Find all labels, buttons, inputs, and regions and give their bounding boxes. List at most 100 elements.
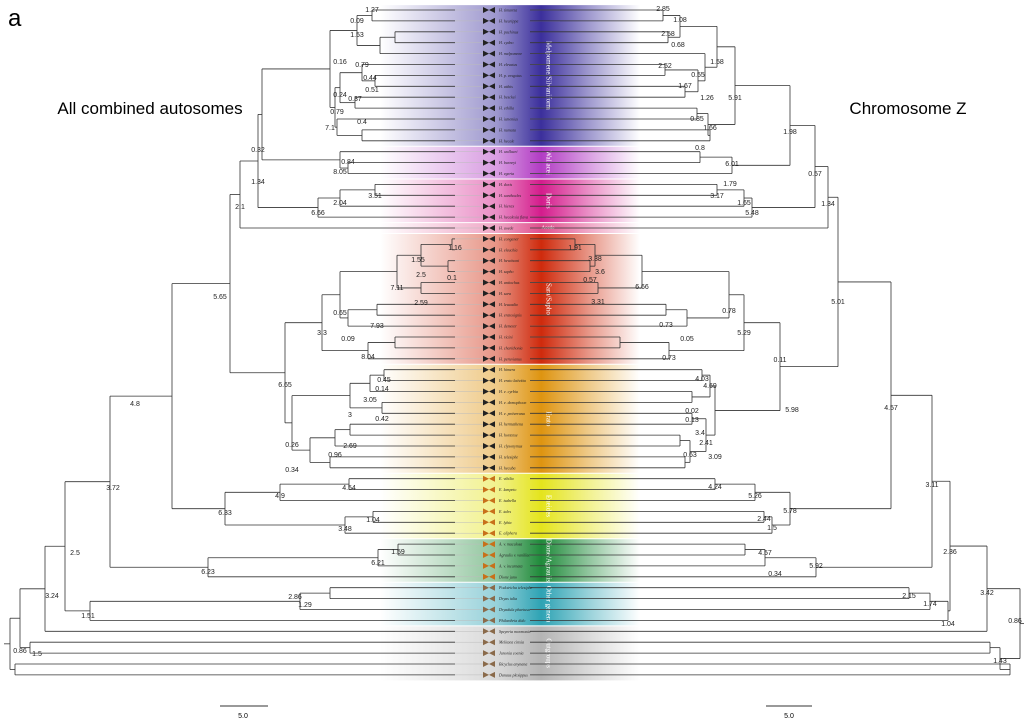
taxon-name: H. eratosignis bbox=[498, 313, 522, 318]
taxon-name: H. ismenius bbox=[498, 117, 518, 122]
branch-label: 1.5 bbox=[32, 651, 42, 658]
taxon-name: H. e. cyrbia bbox=[498, 389, 518, 394]
branch-label: 2.44 bbox=[757, 516, 771, 523]
taxon-name: H. hierax bbox=[498, 204, 514, 209]
branch-label: 2.59 bbox=[414, 300, 428, 307]
branch-label: 3.11 bbox=[925, 482, 938, 489]
branch-label: 0.11 bbox=[773, 357, 786, 364]
branch-label: 0.57 bbox=[583, 277, 597, 284]
branch-label: 6.23 bbox=[201, 569, 215, 576]
taxon-name: H. eleuchia bbox=[498, 247, 517, 252]
taxon-name: H. ethilla bbox=[498, 106, 514, 111]
branch-label: 5.98 bbox=[785, 407, 799, 414]
taxon-name: H. hecalesia flava bbox=[498, 215, 528, 220]
branch-label: 4.54 bbox=[342, 485, 356, 492]
branch-label: 2.1 bbox=[235, 204, 245, 211]
taxon-name: Speyeria mormonia bbox=[499, 629, 530, 634]
branch-label: 1.43 bbox=[993, 658, 1007, 665]
branch-label: 2.85 bbox=[656, 6, 670, 13]
branch-label: 1.79 bbox=[723, 181, 737, 188]
taxon-name: H. demeter bbox=[498, 324, 517, 329]
branch-label: 6.33 bbox=[218, 510, 232, 517]
branch-label: 0.09 bbox=[341, 336, 355, 343]
branch-label: 5.01 bbox=[831, 299, 845, 306]
taxon-name: H. hecuba bbox=[498, 465, 515, 470]
branch-label: 0.34 bbox=[768, 571, 782, 578]
branch-label: 0.78 bbox=[722, 308, 736, 315]
branch-label: 6.66 bbox=[635, 284, 649, 291]
scale-label: 5.0 bbox=[784, 713, 794, 720]
taxon-name: H. e. petiverana bbox=[498, 411, 525, 416]
taxon-name: H. cydno bbox=[498, 40, 513, 45]
branch-label: 1.55 bbox=[411, 257, 425, 264]
branch-label: 3.05 bbox=[363, 397, 377, 404]
branch-label: 3.72 bbox=[106, 485, 120, 492]
taxon-name: H. erato lativitta bbox=[498, 378, 526, 383]
branch-label: 1.04 bbox=[366, 517, 380, 524]
branch-label: 3.51 bbox=[368, 193, 382, 200]
branch-label: 0.86 bbox=[13, 648, 27, 655]
clade-label: Sara/Sapho bbox=[544, 283, 552, 315]
branch-label: 1.65 bbox=[737, 200, 751, 207]
branch-label: 4.03 bbox=[695, 376, 709, 383]
taxon-name: H. hewitsoni bbox=[498, 258, 519, 263]
taxon-name: H. heurippa bbox=[498, 18, 518, 23]
branch-label: 1.98 bbox=[783, 129, 797, 136]
branch-label: 8.04 bbox=[361, 354, 375, 361]
taxon-name: H. p. vesgotus bbox=[498, 73, 522, 78]
left-title: All combined autosomes bbox=[57, 99, 242, 118]
taxon-name: Danaus plexippus bbox=[498, 672, 528, 677]
branch-label: 0.55 bbox=[691, 72, 705, 79]
taxon-name: Melitaea cinxia bbox=[498, 640, 524, 645]
taxon-name: H. sara bbox=[498, 291, 511, 296]
branch-label: 0.37 bbox=[348, 96, 362, 103]
branch-label: 2.36 bbox=[943, 549, 957, 556]
branch-label: 2.86 bbox=[288, 594, 302, 601]
page: Melpomene/SilvaniformWallaceiDorisAoedeS… bbox=[0, 0, 1025, 721]
taxon-name: H. hermathena bbox=[498, 422, 523, 427]
taxon-name: H. elevatus bbox=[498, 62, 517, 67]
branch-label: 1.34 bbox=[251, 179, 265, 186]
branch-label: 0.16 bbox=[333, 59, 347, 66]
branch-label: 0.42 bbox=[375, 416, 389, 423]
branch-label: 0.24 bbox=[333, 92, 347, 99]
branch-label: 3.48 bbox=[338, 526, 352, 533]
branch-label: 3.6 bbox=[595, 269, 605, 276]
branch-label: 8.05 bbox=[333, 169, 347, 176]
branch-label: 3.31 bbox=[591, 299, 605, 306]
branch-label: 7.93 bbox=[370, 323, 384, 330]
branch-label: 0.84 bbox=[341, 159, 355, 166]
taxon-name: Junonia coenia bbox=[499, 651, 524, 656]
branch-label: 5.65 bbox=[213, 294, 227, 301]
taxon-name: H. charithonia bbox=[498, 345, 523, 350]
taxon-name: H. hecale bbox=[498, 138, 515, 143]
branch-label: 0.44 bbox=[363, 75, 377, 82]
branch-label: 4.69 bbox=[703, 383, 717, 390]
branch-label: 3.09 bbox=[708, 454, 722, 461]
branch-label: 0.79 bbox=[330, 109, 344, 116]
branch-label: 6.66 bbox=[311, 210, 325, 217]
clade-band bbox=[380, 473, 640, 538]
taxon-name: H. himera bbox=[498, 367, 515, 372]
branch-label: 6.21 bbox=[371, 560, 385, 567]
branch-label: 4.8 bbox=[130, 401, 140, 408]
branch-label: 0.85 bbox=[690, 116, 704, 123]
branch-label: 7.1 bbox=[325, 125, 335, 132]
branch-label: 0.05 bbox=[680, 336, 694, 343]
taxon-name: H. congener bbox=[498, 236, 519, 241]
taxon-name: H. wallacei bbox=[498, 149, 517, 154]
taxon-name: Podotricha telesiphe bbox=[498, 585, 532, 590]
branch-label: 0.73 bbox=[659, 322, 673, 329]
branch-label: 1.27 bbox=[365, 7, 379, 14]
branch-label: 3 bbox=[348, 412, 352, 419]
branch-label: 2.58 bbox=[661, 31, 675, 38]
branch-label: 3.24 bbox=[45, 593, 59, 600]
taxon-name: H. leucadia bbox=[498, 302, 518, 307]
branch-label: 2.69 bbox=[343, 443, 357, 450]
branch-label: 0.63 bbox=[683, 452, 697, 459]
branch-label: 4.9 bbox=[275, 493, 285, 500]
branch-label: 2.5 bbox=[416, 272, 426, 279]
taxon-name: H. e. demophoon bbox=[498, 400, 526, 405]
taxon-name: H. atthis bbox=[498, 84, 513, 89]
taxon-name: H. pachinus bbox=[498, 29, 519, 34]
